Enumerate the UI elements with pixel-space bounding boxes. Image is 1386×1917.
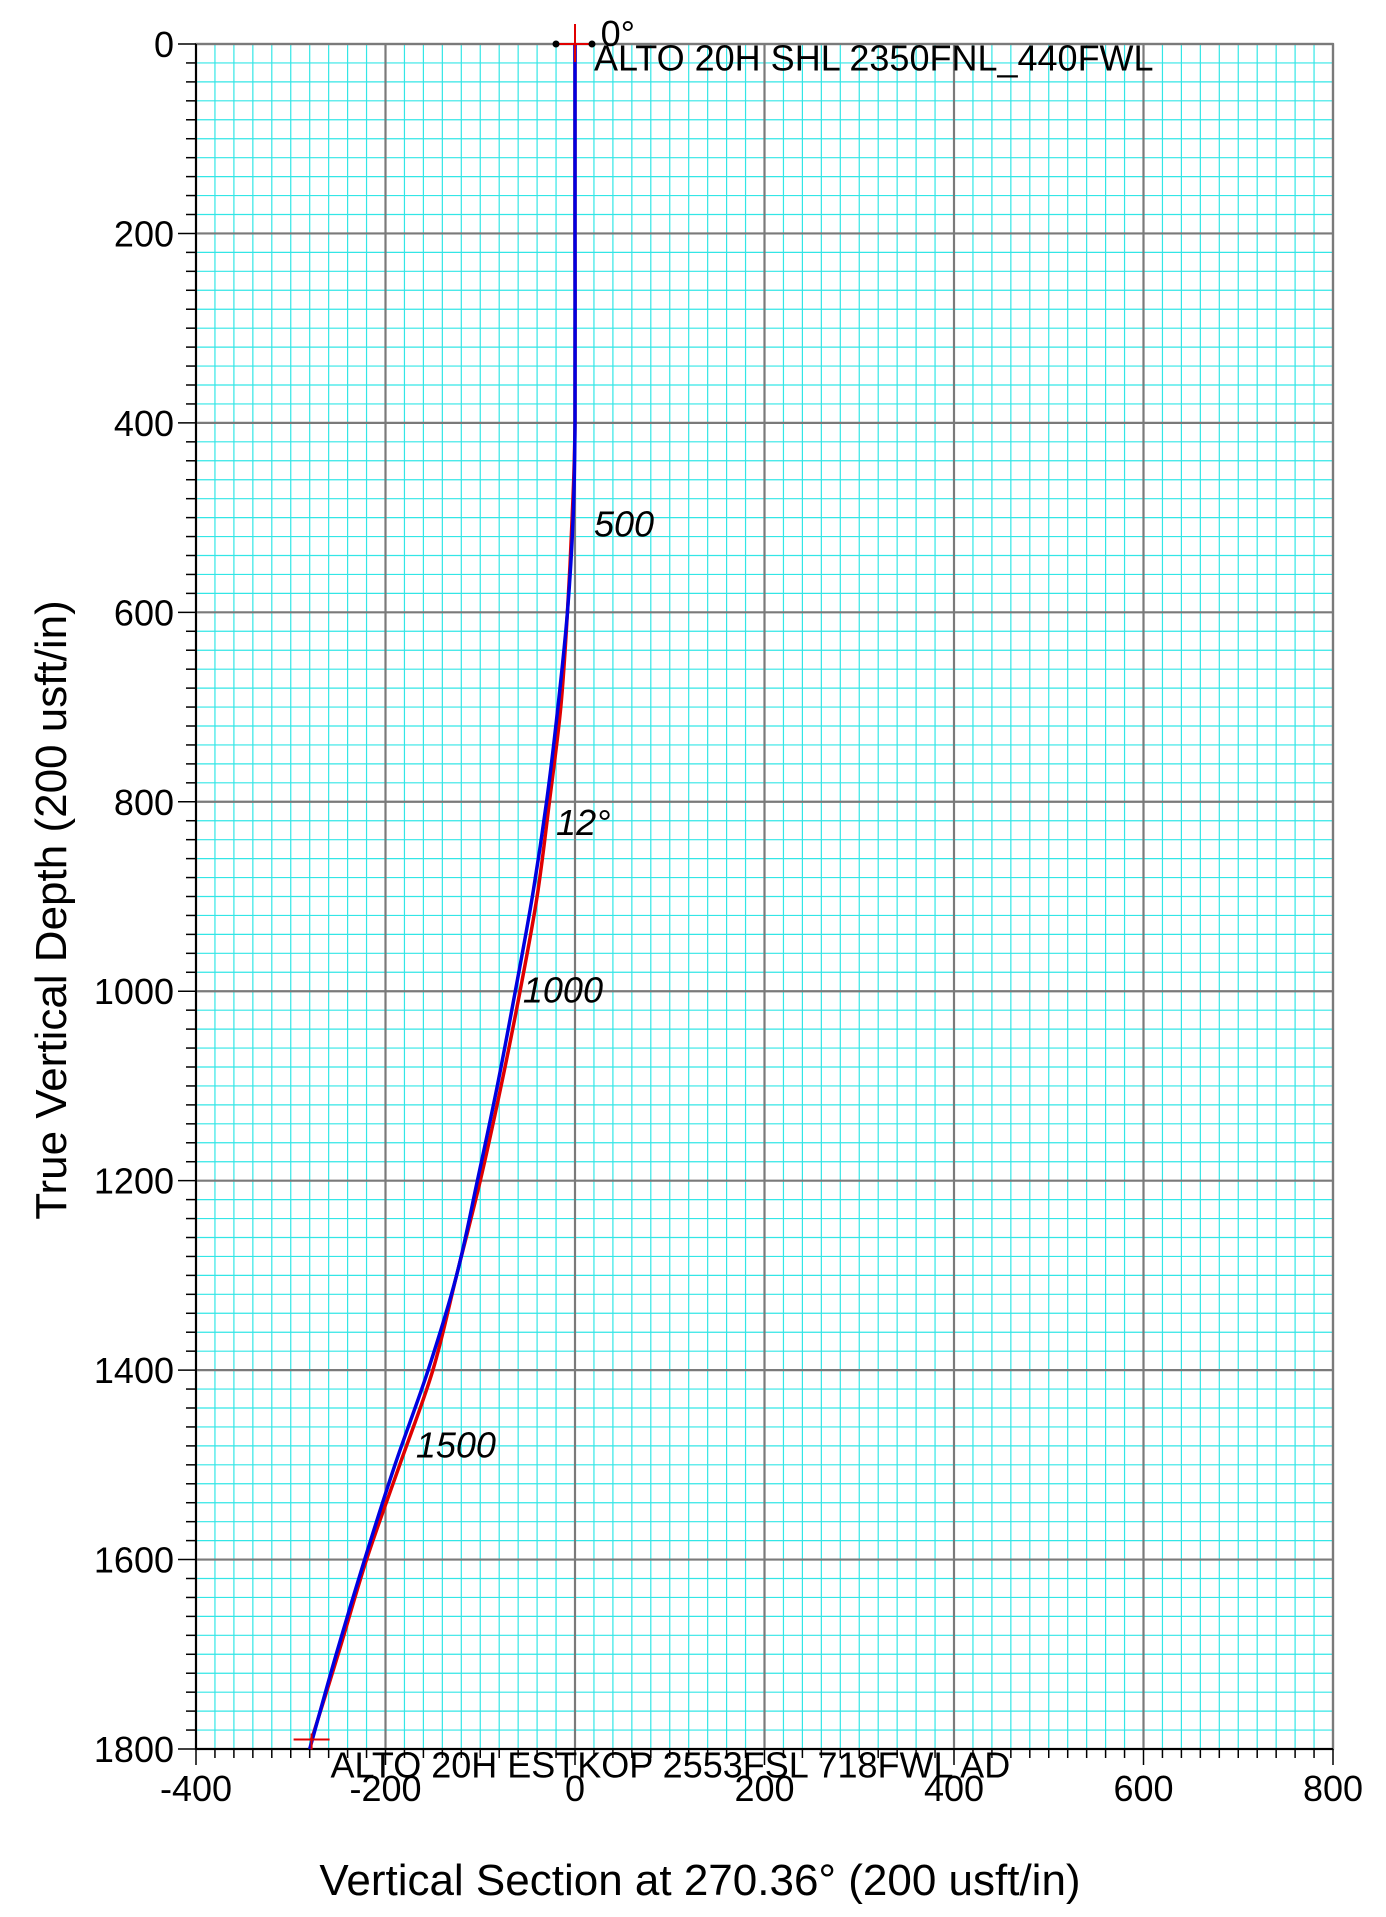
y-tick-label: 1600 [94, 1540, 174, 1581]
annotation-label: 0° [601, 13, 635, 54]
y-tick-label: 200 [114, 213, 174, 254]
axis-ticks [178, 43, 1334, 1765]
x-tick-label: 600 [1113, 1768, 1173, 1809]
x-tick-label: -400 [160, 1768, 232, 1809]
start-marker-dot [588, 40, 596, 48]
y-tick-label: 600 [114, 592, 174, 633]
x-tick-labels: -400 -200 0 200 400 600 800 [160, 1768, 1363, 1809]
annotation-label: 1500 [416, 1424, 496, 1465]
annotations: 0°ALTO 20H SHL 2350FNL_440FWL 500 12° 1000 1… [331, 13, 1154, 1786]
start-marker-dot [552, 40, 560, 48]
x-tick-label: -200 [349, 1768, 421, 1809]
y-tick-label: 800 [114, 782, 174, 823]
x-tick-label: 0 [565, 1768, 585, 1809]
x-tick-label: 200 [734, 1768, 794, 1809]
y-tick-labels: 0 200 400 600 800 1000 1200 1400 1600 1800 [94, 24, 174, 1770]
annotation-label: ALTO 20H ESTKOP 2553FSL 718FWL AD [331, 1744, 1011, 1785]
y-tick-label: 1800 [94, 1729, 174, 1770]
markers-layer [293, 24, 596, 1750]
annotation-label: 12° [556, 802, 610, 843]
y-tick-label: 1400 [94, 1350, 174, 1391]
series-line-actual [308, 44, 577, 1750]
y-tick-label: 1000 [94, 971, 174, 1012]
annotation-label: 1000 [523, 970, 603, 1011]
annotation-label: ALTO 20H SHL 2350FNL_440FWL [594, 38, 1154, 79]
x-tick-label: 800 [1303, 1768, 1363, 1809]
annotation-label: 500 [594, 504, 654, 545]
x-axis-title: Vertical Section at 270.36° (200 usft/in… [319, 1856, 1080, 1905]
y-tick-label: 0 [154, 24, 174, 65]
y-axis-title: True Vertical Depth (200 usft/in) [27, 600, 76, 1220]
y-tick-label: 400 [114, 403, 174, 444]
y-tick-label: 1200 [94, 1161, 174, 1202]
x-tick-label: 400 [924, 1768, 984, 1809]
series-layer [308, 44, 577, 1750]
